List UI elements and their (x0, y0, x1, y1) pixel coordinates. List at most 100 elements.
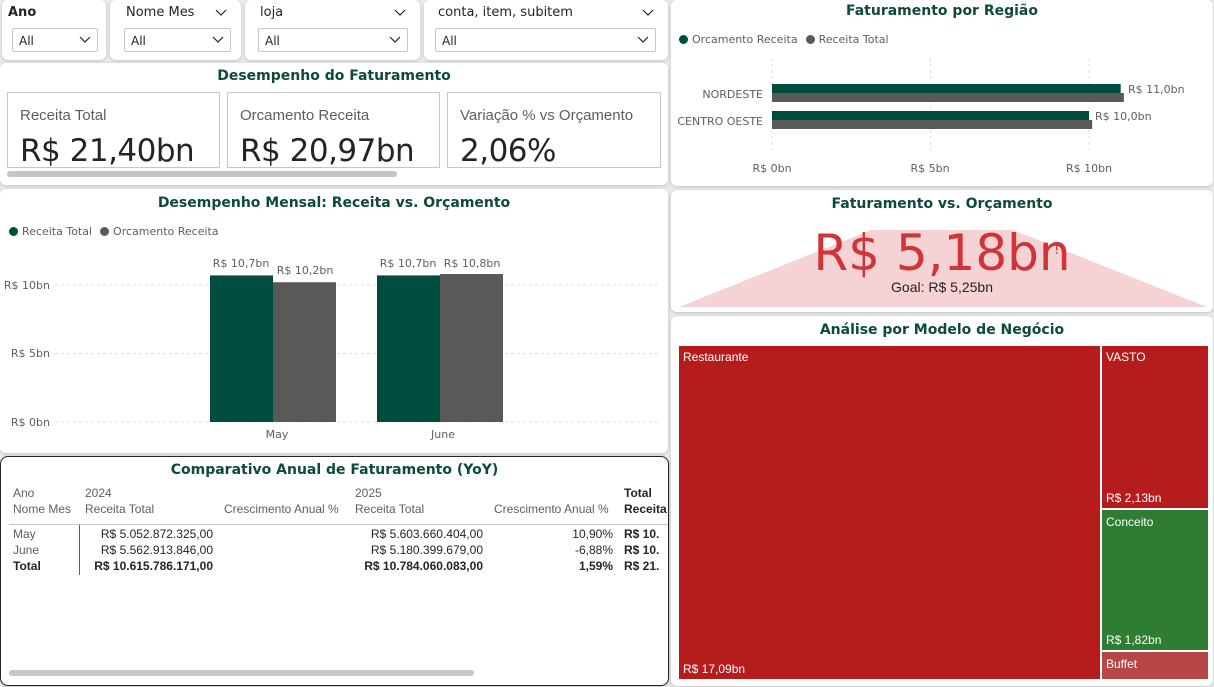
cell-crescimento-2025: 1,59% (578, 559, 613, 573)
slicer-nome-mes-label: Nome Mes (126, 5, 195, 20)
cell-total: R$ 10. (624, 543, 660, 557)
cell-receita-2025: R$ 10.784.060.083,00 (364, 559, 483, 573)
data-label: R$ 10,8bn (444, 257, 501, 270)
bar-centro-oeste-orcamento-receita[interactable] (772, 111, 1089, 120)
slicer-conta-value: All (442, 34, 457, 48)
bar-nordeste-receita-total[interactable] (772, 93, 1124, 102)
kpi-value: 2,06% (460, 133, 556, 169)
treemap-tile-conceito[interactable]: Conceito R$ 1,82bn (1102, 510, 1208, 650)
legend-label: Orcamento Receita (692, 33, 798, 46)
cell-receita-2024: R$ 5.052.872.325,00 (100, 527, 213, 541)
y-tick-label: R$ 5bn (11, 347, 50, 360)
horizontal-scrollbar[interactable] (7, 171, 397, 177)
monthly-chart-legend[interactable]: Receita Total Orcamento Receita (9, 225, 219, 238)
row-name: May (13, 527, 36, 541)
x-tick-label: R$ 0bn (752, 162, 791, 175)
slicer-nome-mes-value: All (131, 34, 146, 48)
header-crescimento-2025: Crescimento Anual % (494, 502, 609, 516)
region-chart-card: Faturamento por Região Orcamento Receita… (671, 0, 1213, 186)
bar-june-orcamento-receita[interactable] (440, 274, 503, 422)
horizontal-scrollbar[interactable] (9, 670, 474, 676)
monthly-chart-title: Desempenho Mensal: Receita vs. Orçamento (157, 195, 511, 211)
slicer-conta-dropdown[interactable]: All (435, 28, 656, 52)
row-name: Total (13, 559, 41, 573)
row-name: June (13, 543, 40, 557)
tile-name: Buffet (1106, 657, 1138, 671)
tile-name: Conceito (1106, 515, 1154, 529)
slicer-ano-dropdown[interactable]: All (12, 28, 98, 52)
kpi-value: R$ 21,40bn (20, 133, 195, 169)
treemap-tile-vasto[interactable]: VASTO R$ 2,13bn (1102, 346, 1208, 508)
monthly-chart-card: Desempenho Mensal: Receita vs. Orçamento… (0, 189, 668, 453)
chevron-down-icon[interactable] (215, 6, 227, 18)
cell-crescimento-2025: 10,90% (572, 527, 613, 541)
monthly-bar-chart: R$ 10bn R$ 5bn R$ 0bn R$ 10,7bn R$ 10,2b… (4, 257, 660, 441)
kpi-card-variacao[interactable]: Variação % vs Orçamento 2,06% (447, 92, 661, 169)
slicer-conta[interactable]: conta, item, subitem All (424, 0, 668, 60)
header-2025: 2025 (355, 486, 382, 500)
cell-receita-2024: R$ 10.615.786.171,00 (94, 559, 213, 573)
region-bar-chart: NORDESTE CENTRO OESTE R$ 11,0bn R$ 10,0b… (677, 58, 1185, 175)
header-divider (9, 524, 668, 525)
legend-label: Receita Total (22, 225, 93, 238)
region-chart-legend[interactable]: Orcamento Receita Receita Total (679, 33, 889, 46)
cell-crescimento-2025: -6,88% (574, 543, 613, 557)
gauge-title: Faturamento vs. Orçamento (831, 196, 1053, 212)
bar-centro-oeste-receita-total[interactable] (772, 120, 1093, 129)
warning-icon: ! (1054, 242, 1060, 258)
tile-name: Restaurante (683, 350, 749, 364)
slicer-nome-mes-dropdown[interactable]: All (124, 28, 231, 52)
tile-value: R$ 2,13bn (1106, 491, 1162, 505)
chevron-down-icon (79, 36, 91, 43)
row-divider (79, 525, 80, 575)
kpi-card-receita-total[interactable]: Receita Total R$ 21,40bn (7, 92, 220, 169)
bar-june-receita-total[interactable] (377, 275, 440, 422)
chevron-down-icon[interactable] (394, 6, 406, 18)
tile-value: R$ 17,09bn (683, 662, 746, 676)
cell-total: R$ 10. (624, 527, 660, 541)
bars[interactable] (210, 274, 503, 422)
bar-may-receita-total[interactable] (210, 275, 273, 422)
chevron-down-icon (212, 36, 224, 43)
bar-may-orcamento-receita[interactable] (273, 282, 336, 422)
gauge-value: R$ 5,18bn (813, 224, 1071, 282)
gauge-goal: Goal: R$ 5,25bn (891, 279, 993, 295)
kpi-label: Orcamento Receita (240, 107, 370, 124)
cell-receita-2025: R$ 5.180.399.679,00 (370, 543, 483, 557)
legend-label: Receita Total (818, 33, 889, 46)
treemap-card: Análise por Modelo de Negócio Restaurant… (671, 316, 1213, 686)
y-tick-label: R$ 0bn (11, 416, 50, 429)
data-label: R$ 11,0bn (1128, 83, 1185, 96)
header-nome-mes: Nome Mes (13, 502, 72, 516)
treemap-tile-restaurante[interactable]: Restaurante R$ 17,09bn (679, 346, 1100, 679)
kpi-section-title: Desempenho do Faturamento (217, 68, 451, 84)
legend-dot-orcamento-receita (679, 35, 688, 44)
x-tick-label: May (266, 428, 289, 441)
bars[interactable] (772, 84, 1124, 129)
slicer-nome-mes[interactable]: Nome Mes All (110, 0, 241, 60)
legend-label: Orcamento Receita (113, 225, 219, 238)
bar-nordeste-orcamento-receita[interactable] (772, 84, 1121, 93)
kpi-value: R$ 20,97bn (240, 133, 415, 169)
slicer-loja-dropdown[interactable]: All (258, 28, 408, 52)
chevron-down-icon[interactable] (642, 6, 654, 18)
legend-dot-receita-total (805, 35, 815, 44)
cell-receita-2024: R$ 5.562.913.846,00 (100, 543, 213, 557)
gridlines (771, 58, 1090, 150)
header-crescimento-2024: Crescimento Anual % (224, 502, 339, 516)
x-tick-label: June (430, 428, 455, 441)
slicer-ano-label: Ano (8, 5, 37, 20)
treemap-tile-buffet[interactable]: Buffet (1102, 652, 1208, 679)
slicer-loja[interactable]: loja All (245, 0, 420, 60)
kpi-label: Receita Total (20, 107, 107, 124)
slicer-conta-label: conta, item, subitem (438, 5, 573, 20)
legend-dot-orcamento-receita (100, 227, 110, 236)
gauge-arc (679, 230, 1207, 307)
header-2024: 2024 (85, 486, 112, 500)
data-label: R$ 10,7bn (380, 257, 437, 270)
slicer-loja-label: loja (260, 5, 284, 20)
kpi-card-orcamento-receita[interactable]: Orcamento Receita R$ 20,97bn (227, 92, 440, 169)
slicer-ano[interactable]: Ano All (2, 0, 106, 60)
kpi-section: Desempenho do Faturamento Receita Total … (0, 63, 668, 185)
header-receita-2024: Receita Total (85, 502, 155, 516)
